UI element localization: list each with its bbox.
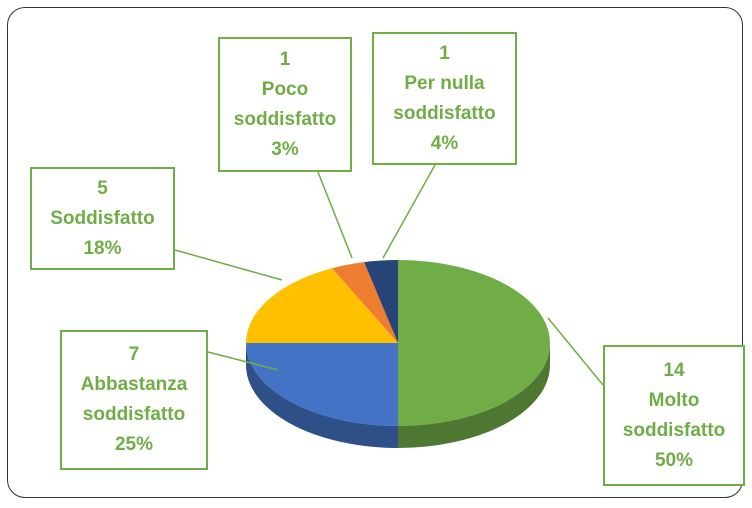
leader-line: [317, 171, 353, 259]
label-count: 7: [128, 344, 140, 365]
data-label: 1 Poco soddisfatto 3%: [218, 37, 352, 172]
label-count: 14: [663, 359, 685, 381]
label-category: Per nulla soddisfatto: [393, 72, 496, 124]
slice: [364, 260, 398, 343]
data-label: 7 Abbastanza soddisfatto 25%: [60, 330, 208, 470]
slice-side: [398, 343, 550, 448]
label-percent: 4%: [430, 132, 459, 154]
label-category: Soddisfatto: [50, 207, 155, 229]
slice: [246, 268, 398, 343]
slice-side-shade: [246, 343, 398, 448]
slice-side: [246, 343, 398, 448]
label-category: Abbastanza soddisfatto: [80, 374, 188, 425]
label-category: Poco soddisfatto: [233, 78, 337, 130]
data-label: 14 Molto soddisfatto 50%: [603, 345, 745, 486]
leader-line: [547, 317, 604, 386]
slice: [332, 262, 398, 343]
slice-side-shade: [398, 343, 550, 448]
label-percent: 50%: [654, 449, 694, 471]
label-count: 5: [97, 177, 108, 199]
label-percent: 18%: [83, 237, 122, 259]
leader-line: [382, 164, 436, 259]
leader-line: [207, 351, 279, 371]
label-category: Molto soddisfatto: [622, 389, 726, 441]
leader-line: [174, 249, 283, 281]
label-count: 1: [279, 48, 291, 70]
slice: [246, 343, 398, 426]
label-percent: 25%: [114, 434, 154, 455]
label-percent: 3%: [271, 138, 299, 160]
label-count: 1: [439, 42, 450, 64]
data-label: 1 Per nulla soddisfatto 4%: [372, 32, 517, 165]
slice: [398, 260, 550, 426]
chart-frame: [7, 7, 743, 498]
data-label: 5 Soddisfatto 18%: [30, 167, 175, 270]
